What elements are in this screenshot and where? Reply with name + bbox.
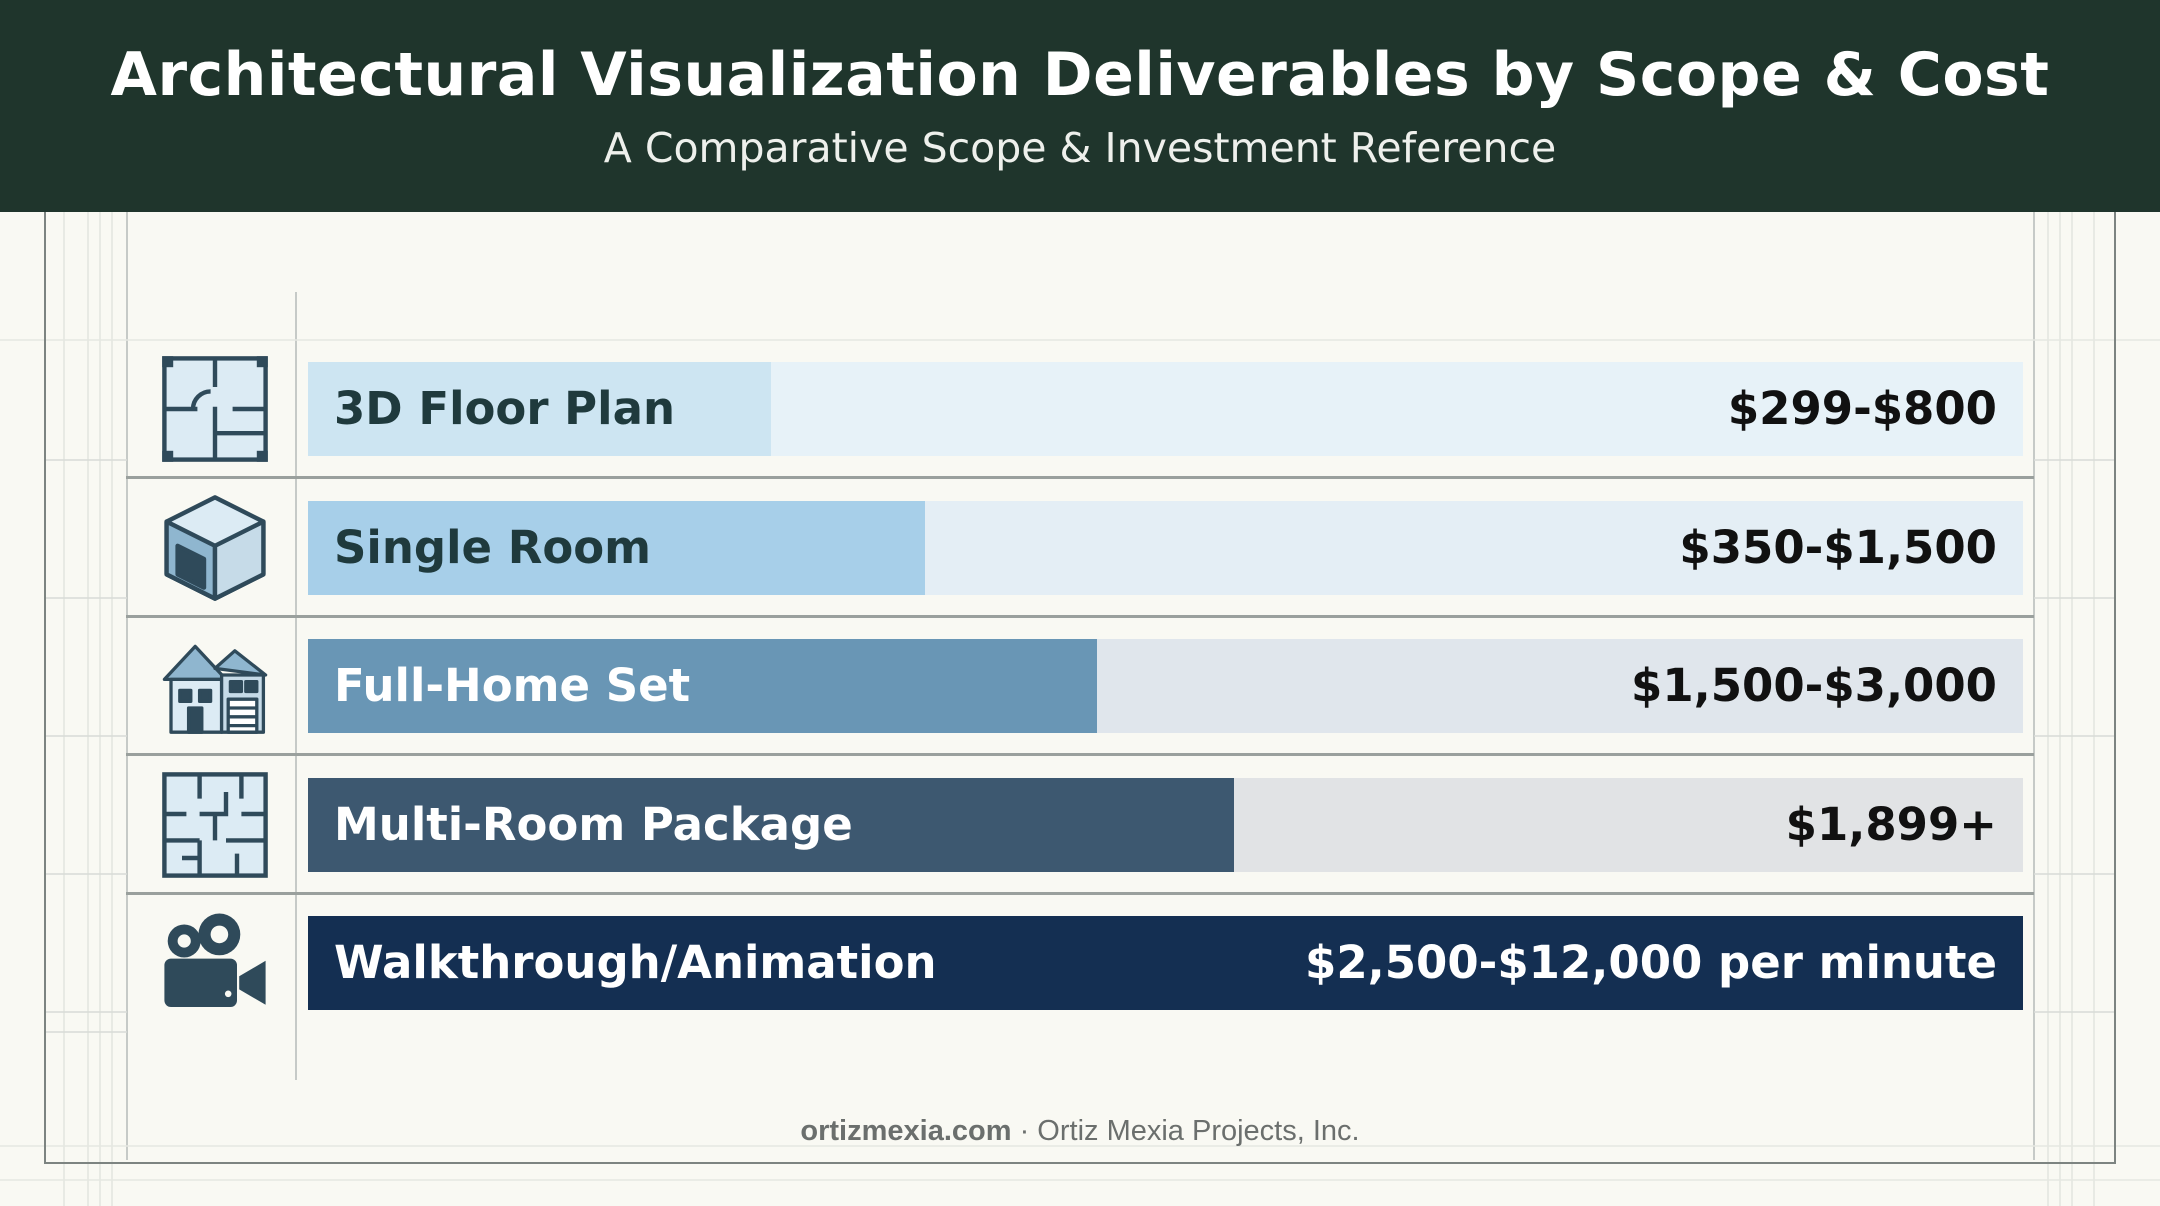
row-divider [126, 753, 2034, 756]
movie-camera-icon [160, 908, 270, 1018]
room-cube-icon [160, 493, 270, 603]
bar [308, 639, 1097, 733]
bar [308, 916, 2023, 1010]
footer-company: Ortiz Mexia Projects, Inc. [1037, 1115, 1360, 1147]
multi-room-plan-icon [160, 770, 270, 880]
floor-plan-icon [160, 354, 270, 464]
bar-track: Single Room $350-$1,500 [308, 500, 2023, 595]
bar [308, 500, 925, 595]
bar-value-label: $2,500-$12,000 per minute [1305, 936, 1997, 989]
bar-value-label: $299-$800 [1727, 382, 1997, 435]
house-icon [160, 631, 270, 741]
chart-title: Architectural Visualization Deliverables… [110, 40, 2050, 110]
row-divider [126, 476, 2034, 479]
bar-track: Walkthrough/Animation $2,500-$12,000 per … [308, 916, 2023, 1010]
bar-value-label: $1,500-$3,000 [1631, 659, 1997, 712]
chart-frame [44, 212, 2116, 1164]
bar [308, 777, 1234, 872]
row-divider [126, 891, 2034, 895]
bar-category-label: Multi-Room Package [334, 797, 853, 851]
chart-header: Architectural Visualization Deliverables… [0, 0, 2160, 212]
bar-track: Multi-Room Package $1,899+ [308, 777, 2023, 872]
footer-credit: ortizmexia.com · Ortiz Mexia Projects, I… [0, 1115, 2160, 1148]
chart-subtitle: A Comparative Scope & Investment Referen… [603, 124, 1557, 172]
bar-value-label: $1,899+ [1785, 797, 1997, 851]
row-divider [126, 614, 2034, 618]
footer-separator: · [1011, 1115, 1038, 1147]
bar-category-label: Walkthrough/Animation [334, 936, 937, 989]
footer-site: ortizmexia.com [800, 1115, 1012, 1147]
bar-category-label: Single Room [334, 520, 652, 574]
bar-category-label: Full-Home Set [334, 659, 691, 712]
bar-category-label: 3D Floor Plan [334, 382, 675, 435]
bar [308, 362, 771, 456]
bar-track: 3D Floor Plan $299-$800 [308, 362, 2023, 456]
bar-value-label: $350-$1,500 [1679, 520, 1997, 574]
bar-track: Full-Home Set $1,500-$3,000 [308, 639, 2023, 733]
